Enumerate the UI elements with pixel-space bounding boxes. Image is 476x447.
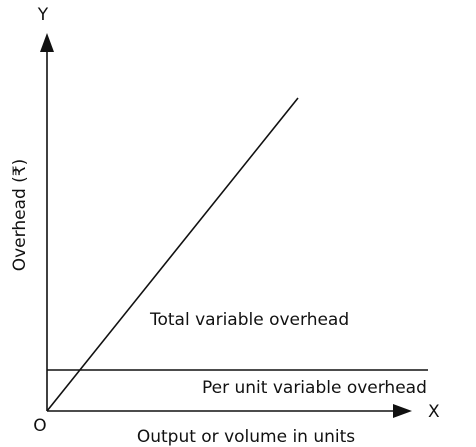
origin: O — [33, 416, 46, 436]
y-label: Overhead (₹) — [10, 159, 30, 272]
y-arrow — [40, 33, 54, 52]
x-label: Output or volume in units — [137, 427, 355, 447]
x-name: X — [428, 402, 440, 422]
per-unit-label: Per unit variable overhead — [202, 378, 427, 398]
x-arrow — [393, 404, 412, 418]
total-label: Total variable overhead — [149, 310, 349, 330]
total-line — [46, 97, 299, 412]
y-name: Y — [37, 5, 49, 25]
